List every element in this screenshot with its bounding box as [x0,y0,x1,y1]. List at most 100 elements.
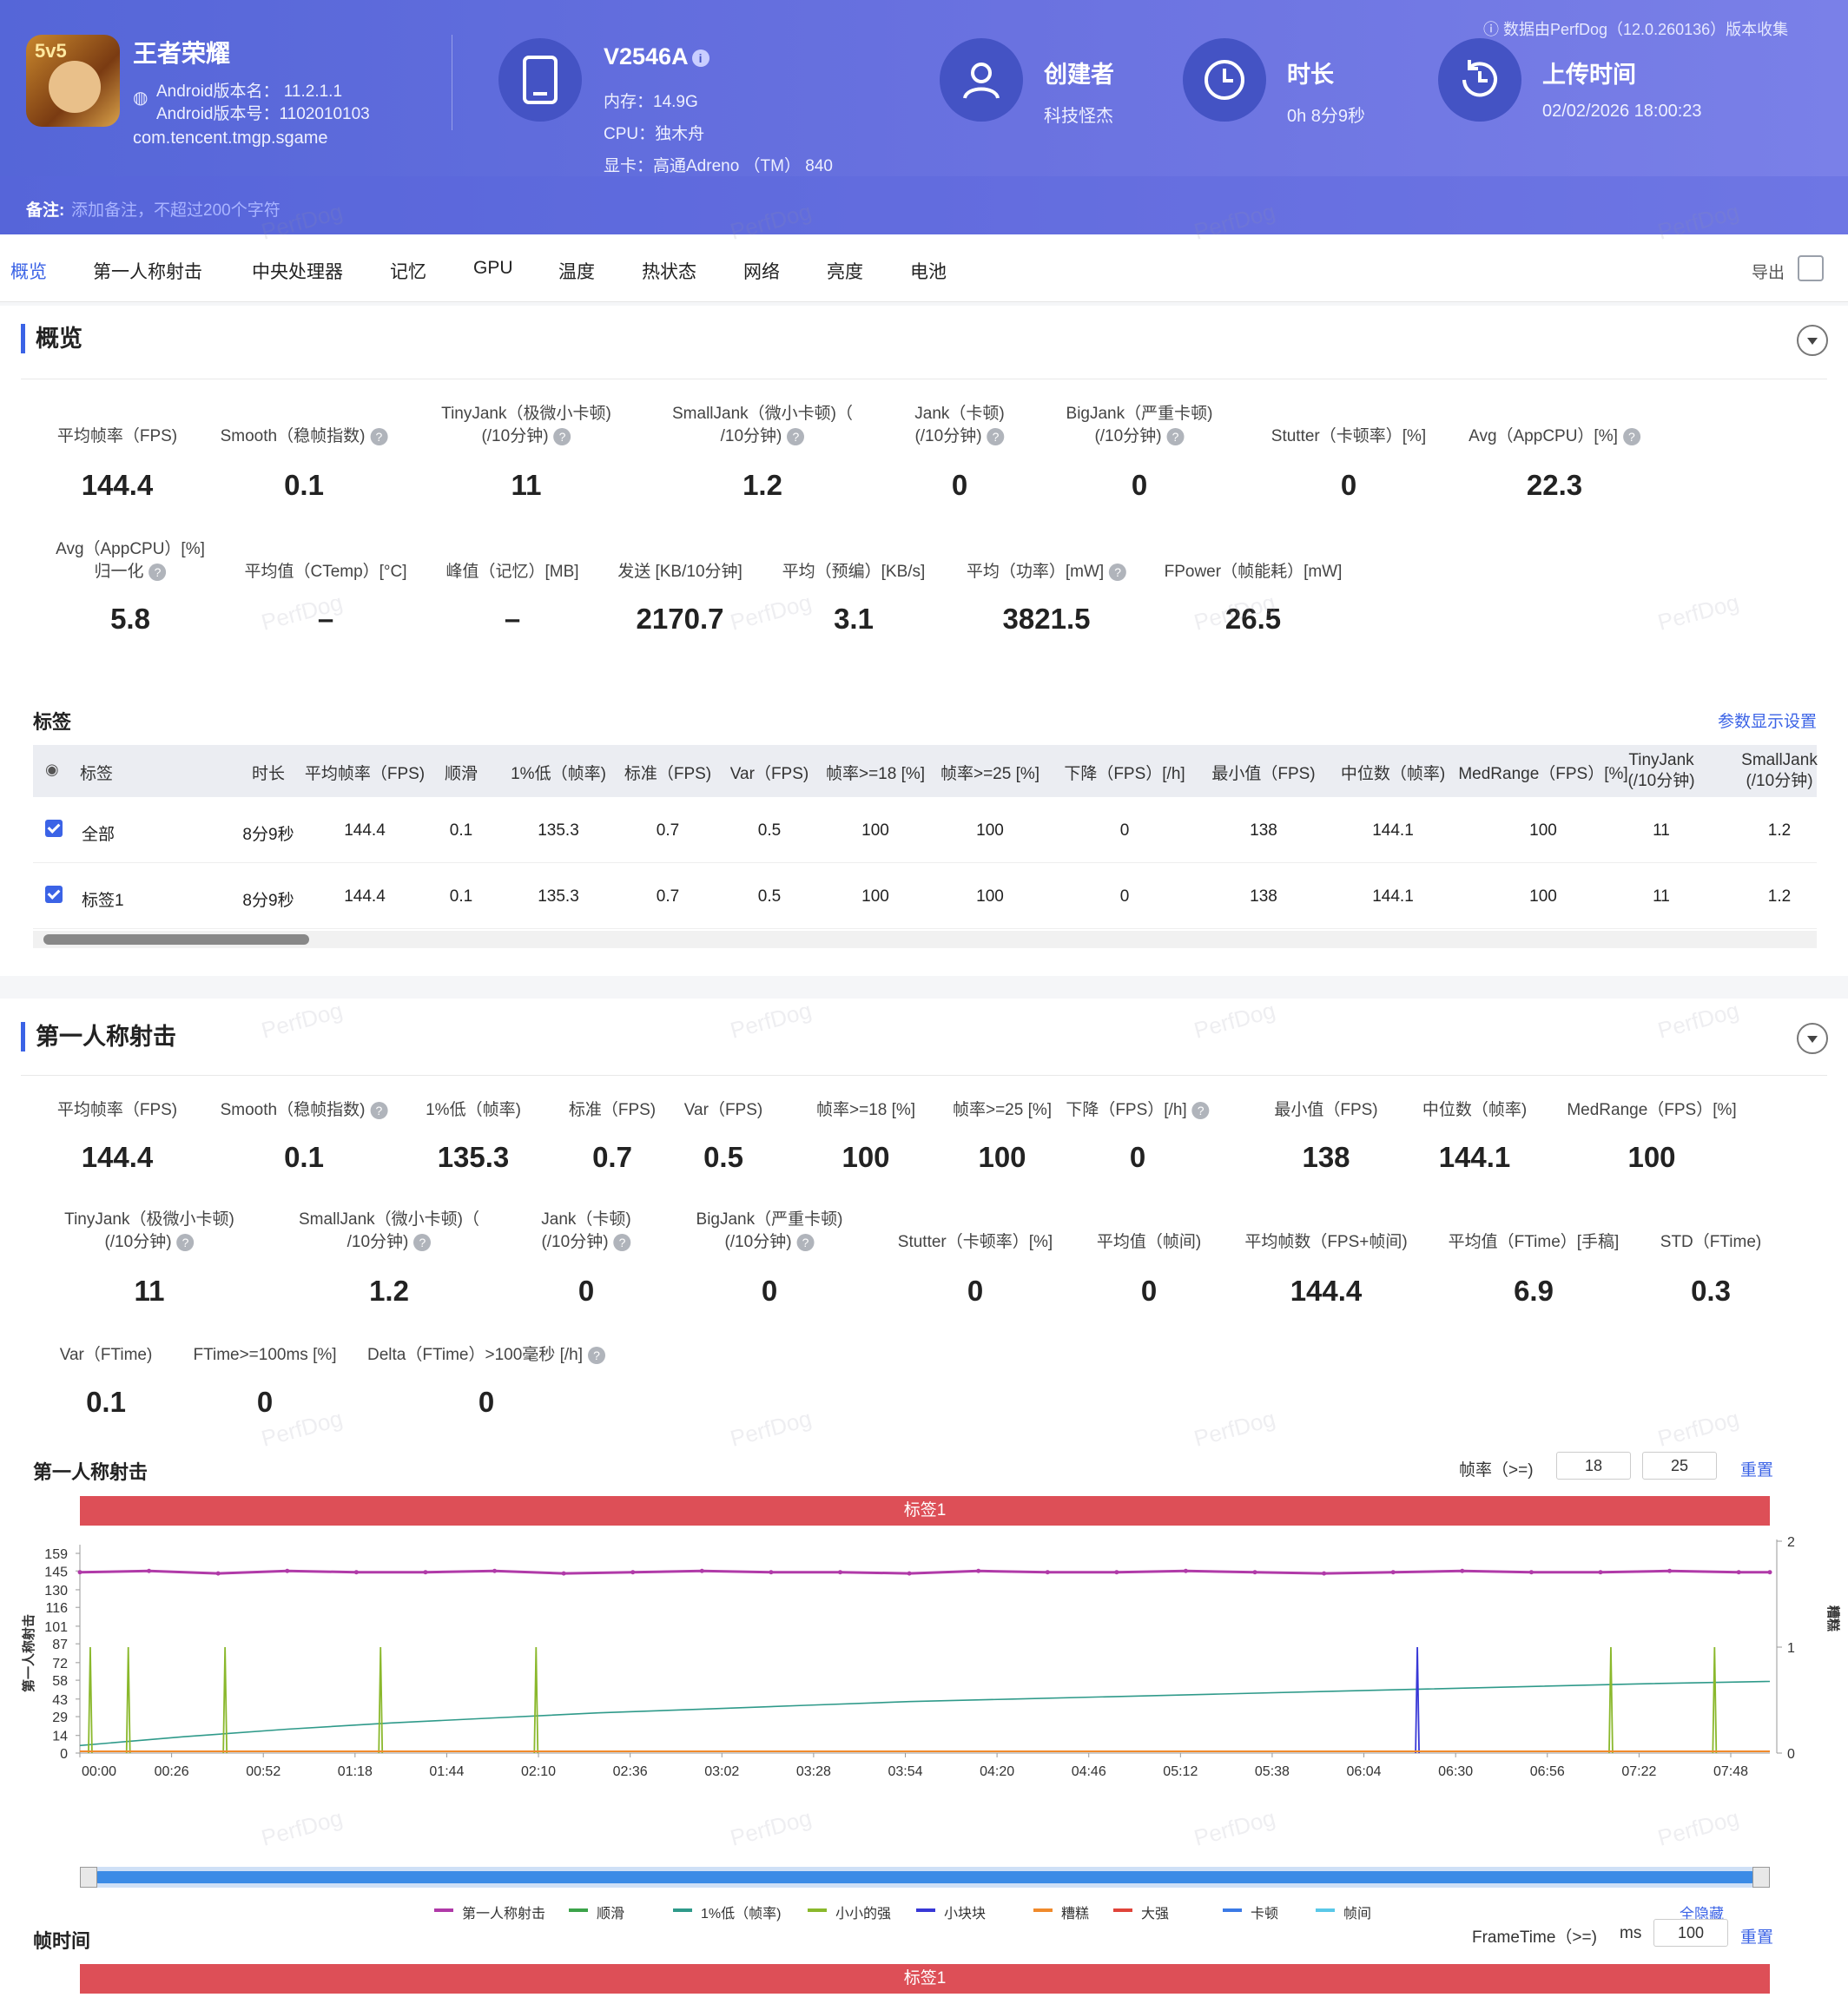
legend-label[interactable]: 小小的强 [835,1907,892,1922]
column-header[interactable]: 1%低（帧率) [511,765,606,783]
slider-handle-right[interactable] [1752,1867,1770,1888]
eye-icon[interactable]: ◉ [45,761,59,778]
metric-value: 5.8 [110,603,150,635]
metric-label: 帧率>=18 [%] [816,1099,915,1122]
table-scrollbar[interactable] [33,931,1817,948]
tab-cpu[interactable]: 中央处理器 [252,262,343,282]
legend-label[interactable]: 顺滑 [597,1907,625,1922]
legend-label[interactable]: 第一人称射击 [462,1907,546,1922]
fps-point [353,1570,359,1575]
help-icon[interactable]: ? [1622,427,1640,445]
column-header[interactable]: MedRange（FPS）[%] [1458,765,1628,783]
fps-card: 第一人称射击 平均帧率（FPS) 144.4 Smooth（稳帧指数)? 0.1 1%低… [0,999,1848,2004]
collapse-overview-icon[interactable] [1797,325,1828,356]
column-header[interactable]: 标准（FPS) [624,765,712,783]
column-header[interactable]: TinyJank (/10分钟) [1627,751,1695,790]
help-icon[interactable]: ? [1166,427,1185,445]
tab-temperature[interactable]: 温度 [558,262,595,282]
history-icon [1438,38,1521,122]
hide-all-button[interactable]: 全隐藏 [1680,1906,1724,1922]
slider-handle-left[interactable] [80,1867,97,1888]
y-tick-label: 72 [52,1657,68,1671]
help-icon[interactable]: ? [1191,1101,1210,1119]
help-icon[interactable]: ? [587,1346,605,1364]
column-header[interactable]: Var（FPS) [729,765,809,783]
column-header[interactable]: 帧率>=18 [%] [825,765,926,783]
column-header[interactable]: 中位数（帧率) [1340,765,1446,783]
legend-label[interactable]: 大强 [1141,1907,1170,1922]
help-icon[interactable]: ? [148,563,167,581]
legend-swatch[interactable] [1316,1908,1335,1912]
help-icon[interactable]: ? [370,1101,388,1119]
column-header[interactable]: 顺滑 [444,765,478,783]
time-range-slider[interactable] [80,1867,1770,1888]
tab-thermal[interactable]: 热状态 [642,262,696,282]
tab-fps[interactable]: 第一人称射击 [93,262,202,282]
help-icon[interactable]: ? [553,427,571,445]
series-line-low1 [79,1680,1771,1747]
metric-value: 0 [967,1275,984,1307]
metric-label-text: 平均帧率（FPS) [56,1101,178,1119]
reset-button[interactable]: 重置 [1740,1461,1774,1480]
column-header[interactable]: 最小值（FPS) [1211,765,1316,783]
info-icon[interactable]: i [691,49,710,67]
tab-brightness[interactable]: 亮度 [827,262,863,282]
fps-chart[interactable]: 159 145 130 116 101 87 72 58 43 29 14 0 2 1 0 00:00 00:2… [0,1532,1848,1931]
legend-swatch[interactable] [1113,1908,1132,1912]
column-header[interactable]: SmallJank (/10分钟) [1741,751,1818,790]
help-icon[interactable]: ? [370,427,388,445]
column-header[interactable]: 标签 [80,765,114,783]
row-checkbox[interactable] [45,886,63,903]
legend-swatch[interactable] [808,1908,827,1912]
column-header[interactable]: 时长 [251,765,286,783]
help-icon[interactable]: ? [413,1233,432,1251]
help-icon[interactable]: ? [1109,563,1127,581]
legend-swatch[interactable] [434,1908,453,1912]
metric-value: 100 [978,1141,1026,1173]
tag-band[interactable]: 标签1 [80,1496,1770,1526]
legend-swatch[interactable] [569,1908,588,1912]
app-logo-text: 5v5 [35,40,67,62]
param-settings-link[interactable]: 参数显示设置 [1718,713,1818,731]
legend-label[interactable]: 卡顿 [1251,1907,1279,1922]
frametime-input[interactable]: 100 [1653,1919,1728,1947]
y-tick-label: 145 [44,1565,68,1579]
tab-gpu[interactable]: GPU [473,258,513,278]
column-header[interactable]: 帧率>=25 [%] [940,765,1040,783]
x-tick-label: 06:30 [1438,1764,1473,1779]
export-icon[interactable] [1798,255,1824,281]
frametime-tag-band[interactable]: 标签1 [80,1964,1770,1994]
collapse-fps-icon[interactable] [1797,1023,1828,1054]
legend-label[interactable]: 糟糕 [1061,1907,1090,1922]
tab-network[interactable]: 网络 [743,262,780,282]
legend-swatch[interactable] [1033,1908,1053,1912]
help-icon[interactable]: ? [176,1233,195,1251]
scroll-thumb[interactable] [43,934,309,945]
help-icon[interactable]: ? [787,427,805,445]
remark-input[interactable]: 添加备注，不超过200个字符 [71,201,280,220]
legend-swatch[interactable] [916,1908,935,1912]
tab-bar: 概览 第一人称射击 中央处理器 记忆 GPU 温度 热状态 网络 亮度 电池 导… [0,234,1848,302]
export-button[interactable]: 导出 [1752,264,1785,282]
legend-label[interactable]: 小块块 [944,1907,987,1922]
tab-battery[interactable]: 电池 [910,262,947,282]
tab-memory[interactable]: 记忆 [390,262,426,282]
tab-overview[interactable]: 概览 [10,262,47,282]
help-icon[interactable]: ? [613,1233,631,1251]
help-icon[interactable]: ? [796,1233,815,1251]
legend-label[interactable]: 1%低（帧率) [701,1907,782,1922]
threshold-input-18[interactable]: 18 [1556,1452,1631,1480]
legend-label[interactable]: 帧间 [1343,1907,1372,1922]
row-checkbox[interactable] [45,820,63,837]
metric-label: TinyJank（极微小卡顿) (/10分钟)? [441,403,611,448]
x-tick-label: 05:38 [1255,1764,1290,1779]
column-header[interactable]: 下降（FPS）[/h] [1064,765,1185,783]
metric-label: 平均帧率（FPS) [57,1099,177,1122]
series-line-fps [79,1569,1770,1575]
threshold-input-25[interactable]: 25 [1642,1452,1717,1480]
help-icon[interactable]: ? [987,427,1005,445]
legend-swatch[interactable] [673,1908,692,1912]
column-header[interactable]: 平均帧率（FPS) [304,765,426,783]
frametime-reset-button[interactable]: 重置 [1740,1928,1774,1947]
legend-swatch[interactable] [1223,1908,1242,1912]
